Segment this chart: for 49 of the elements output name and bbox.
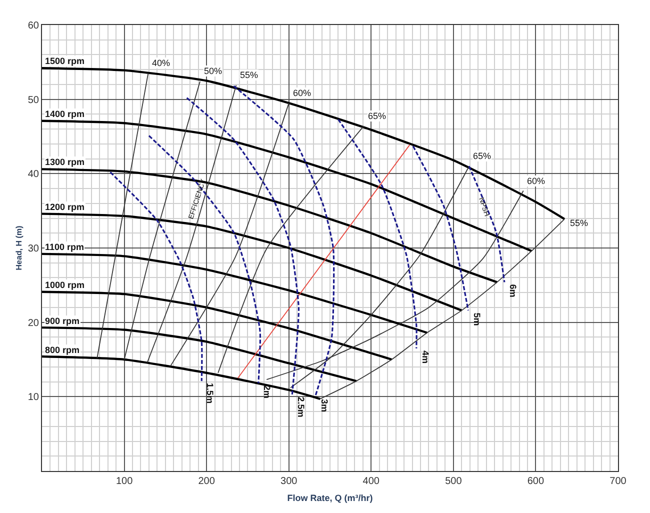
- y-axis-title: Head, H (m): [14, 225, 24, 270]
- line-series: [320, 218, 565, 400]
- annotation: 65%: [473, 151, 492, 161]
- y-tick-label: 50: [28, 94, 40, 106]
- y-tick-label: 40: [28, 169, 40, 180]
- x-tick-label: 200: [198, 476, 216, 487]
- annotation: 900 rpm: [45, 316, 80, 326]
- x-axis-title: Flow Rate, Q (m³/hr): [287, 492, 373, 503]
- y-tick-label: 60: [28, 20, 40, 32]
- annotation: 1100 rpm: [45, 242, 84, 252]
- line-series: [42, 67, 566, 220]
- annotation: 5m: [472, 312, 482, 326]
- annotation: 6m: [508, 284, 518, 298]
- annotation: 2m: [262, 385, 272, 398]
- line-series: [412, 145, 470, 312]
- x-tick-label: 700: [610, 476, 627, 487]
- x-tick-label: 400: [362, 476, 380, 487]
- line-series: [42, 168, 498, 284]
- annotation: 50%: [204, 66, 222, 76]
- annotation: 55%: [240, 70, 258, 80]
- x-tick-label: 300: [280, 476, 298, 487]
- annotation: 1200 rpm: [45, 202, 85, 212]
- annotation: 1400 rpm: [45, 109, 85, 119]
- y-tick-label: 10: [28, 392, 40, 404]
- line-series: [42, 252, 428, 334]
- annotation: 4m: [420, 350, 430, 364]
- y-tick-label: 20: [28, 318, 40, 329]
- annotation: 65%: [368, 111, 386, 121]
- y-tick-label: 30: [28, 244, 40, 254]
- line-series: [337, 118, 418, 350]
- annotation: 1300 rpm: [45, 157, 85, 167]
- line-series: [110, 171, 203, 382]
- annotation: 1500 rpm: [45, 56, 85, 66]
- line-series: [42, 326, 358, 382]
- annotation: 800 rpm: [45, 345, 80, 355]
- annotation: 60%: [527, 176, 546, 186]
- annotation: 1.5m: [205, 382, 216, 404]
- x-tick-label: 100: [116, 476, 134, 487]
- annotation: 60%: [293, 88, 312, 98]
- x-tick-label: 500: [445, 476, 462, 487]
- line-series: [42, 290, 393, 361]
- annotation: 40%: [152, 58, 170, 68]
- annotation: 2.5m: [296, 396, 306, 418]
- line-series: [232, 85, 335, 398]
- annotation: 1000 rpm: [45, 280, 85, 290]
- annotation: 55%: [570, 218, 588, 228]
- annotation: 3m: [319, 398, 330, 412]
- x-tick-label: 600: [527, 476, 544, 487]
- line-series: [148, 134, 262, 384]
